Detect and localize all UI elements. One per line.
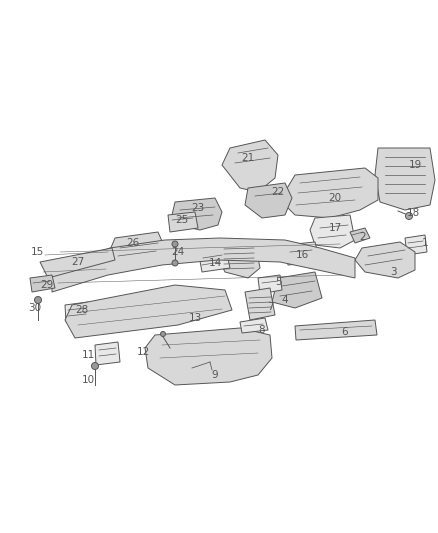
Polygon shape xyxy=(310,215,355,248)
Circle shape xyxy=(406,213,413,220)
Text: 28: 28 xyxy=(75,305,88,315)
Text: 19: 19 xyxy=(408,160,422,170)
Text: 27: 27 xyxy=(71,257,85,267)
Text: 14: 14 xyxy=(208,258,222,268)
Text: 6: 6 xyxy=(342,327,348,337)
Polygon shape xyxy=(172,198,222,230)
Polygon shape xyxy=(405,235,427,255)
Polygon shape xyxy=(285,242,320,265)
Text: 2: 2 xyxy=(360,232,366,242)
Text: 4: 4 xyxy=(282,295,288,305)
Text: 12: 12 xyxy=(136,347,150,357)
Polygon shape xyxy=(375,148,435,210)
Text: 24: 24 xyxy=(171,247,185,257)
Circle shape xyxy=(35,296,42,303)
Polygon shape xyxy=(218,242,260,278)
Text: 13: 13 xyxy=(188,313,201,323)
Polygon shape xyxy=(258,275,282,294)
Polygon shape xyxy=(40,248,115,278)
Polygon shape xyxy=(52,238,355,292)
Text: 29: 29 xyxy=(40,280,53,290)
Polygon shape xyxy=(222,140,278,192)
Text: 30: 30 xyxy=(28,303,42,313)
Polygon shape xyxy=(198,245,230,272)
Polygon shape xyxy=(65,302,90,322)
Circle shape xyxy=(172,241,178,247)
Text: 17: 17 xyxy=(328,223,342,233)
Circle shape xyxy=(92,362,99,369)
Circle shape xyxy=(160,332,166,336)
Text: 9: 9 xyxy=(212,370,218,380)
Text: 10: 10 xyxy=(81,375,95,385)
Text: 1: 1 xyxy=(422,238,428,248)
Text: 25: 25 xyxy=(175,215,189,225)
Polygon shape xyxy=(355,242,415,278)
Polygon shape xyxy=(145,328,272,385)
Text: 15: 15 xyxy=(30,247,44,257)
Polygon shape xyxy=(240,318,268,333)
Text: 11: 11 xyxy=(81,350,95,360)
Text: 21: 21 xyxy=(241,153,254,163)
Polygon shape xyxy=(350,228,370,243)
Circle shape xyxy=(172,260,178,266)
Polygon shape xyxy=(245,183,292,218)
Polygon shape xyxy=(272,272,322,308)
Polygon shape xyxy=(168,212,198,232)
Text: 7: 7 xyxy=(267,302,273,312)
Polygon shape xyxy=(245,288,275,320)
Text: 26: 26 xyxy=(127,238,140,248)
Text: 16: 16 xyxy=(295,250,309,260)
Text: 20: 20 xyxy=(328,193,342,203)
Polygon shape xyxy=(295,320,377,340)
Polygon shape xyxy=(30,275,55,292)
Text: 18: 18 xyxy=(406,208,420,218)
Text: 5: 5 xyxy=(275,277,281,287)
Text: 3: 3 xyxy=(390,267,396,277)
Text: 8: 8 xyxy=(259,325,265,335)
Text: 22: 22 xyxy=(272,187,285,197)
Polygon shape xyxy=(280,168,378,218)
Polygon shape xyxy=(110,232,165,265)
Polygon shape xyxy=(65,285,232,338)
Text: 23: 23 xyxy=(191,203,205,213)
Polygon shape xyxy=(95,342,120,365)
